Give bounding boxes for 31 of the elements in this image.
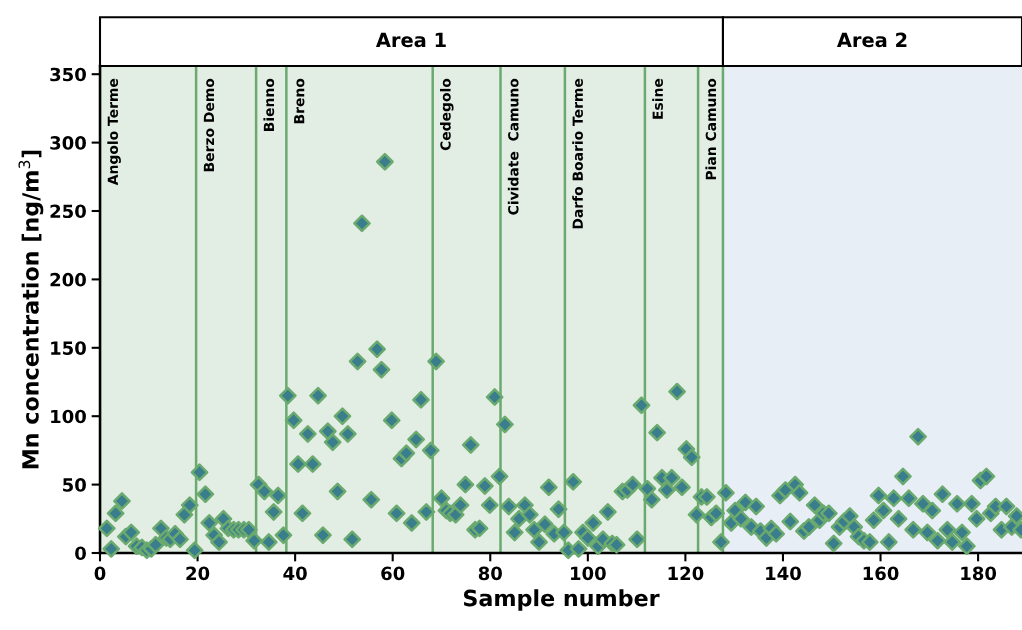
ref-line-label: Breno [294, 78, 305, 124]
y-tick-label: 250 [50, 204, 86, 219]
y-axis-title: Mn concentration [ng/m$^{3}$] [18, 150, 44, 469]
ref-line-label: Esine [652, 78, 663, 119]
band-label: Area 2 [836, 32, 907, 48]
x-tick-label: 140 [766, 566, 801, 581]
y-tick-label: 350 [50, 67, 86, 82]
ref-line-label: Pian Camuno [705, 78, 717, 180]
x-tick-label: 40 [283, 566, 307, 581]
y-tick-label: 0 [75, 546, 86, 561]
y-tick-label: 300 [50, 136, 86, 150]
x-tick-label: 120 [668, 566, 704, 581]
y-tick-label: 100 [51, 409, 86, 424]
ref-line-label: Cedegolo [440, 78, 454, 151]
ref-line-label: Darfo Boario Terme [572, 78, 583, 229]
x-tick-label: 60 [381, 566, 405, 581]
band-label: Area 1 [375, 32, 446, 48]
x-tick-label: 100 [571, 566, 606, 581]
ref-line-label: Cividate Camuno [507, 78, 519, 215]
y-tick-label: 200 [50, 272, 86, 287]
y-tick-label: 50 [63, 478, 86, 492]
ref-line-label: Bienno [263, 78, 275, 131]
x-axis-title: Sample number [463, 589, 660, 611]
x-tick-label: 0 [94, 566, 106, 581]
ref-line-label: Berzo Demo [203, 78, 215, 172]
x-tick-label: 20 [186, 566, 210, 581]
x-tick-label: 80 [478, 566, 502, 581]
x-tick-label: 180 [961, 566, 997, 581]
ref-line-label: Angolo Terme [107, 78, 121, 186]
x-tick-label: 160 [863, 566, 899, 581]
y-tick-label: 150 [51, 341, 86, 355]
